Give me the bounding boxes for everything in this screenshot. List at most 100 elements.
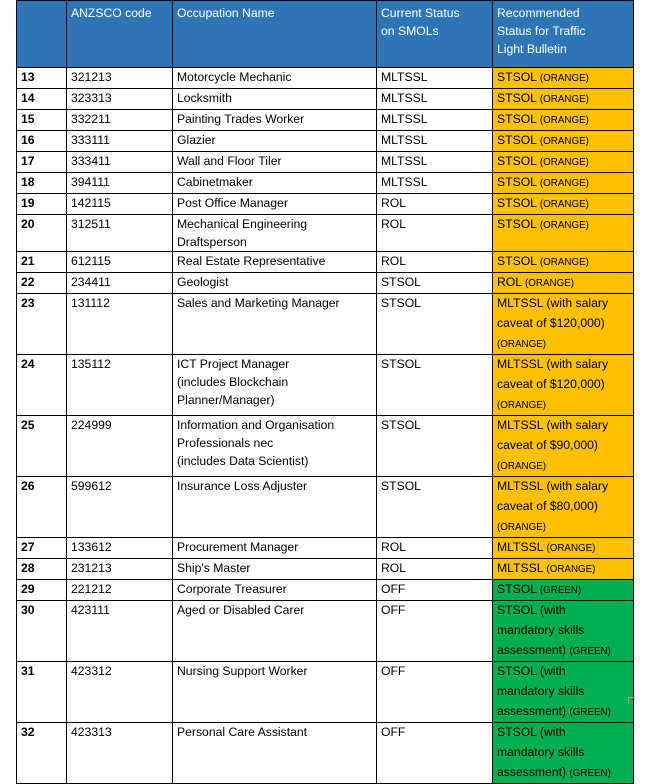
recommended-status-line: STSOL (with bbox=[497, 663, 629, 683]
table-row: 28 231213 Ship's Master ROL MLTSSL (ORANGE) bbox=[16, 558, 634, 580]
occupation-name-line: Procurement Manager bbox=[177, 540, 299, 554]
recommended-status-text: STSOL bbox=[497, 582, 540, 596]
recommended-status-line: mandatory skills bbox=[497, 682, 629, 702]
traffic-light-tag: (GREEN) bbox=[569, 768, 611, 779]
row-number: 17 bbox=[16, 151, 67, 173]
table-row: 31 423312 Nursing Support Worker OFF STSOL (… bbox=[16, 661, 634, 723]
occupation-name-line: Post Office Manager bbox=[177, 196, 288, 210]
occupation-name-cell: Wall and Floor Tiler bbox=[172, 151, 377, 173]
table-row: 20 312511 Mechanical Engineering Draftspers… bbox=[16, 214, 634, 252]
recommended-status-text: STSOL (with bbox=[497, 603, 566, 617]
anzsco-code-cell: 332211 bbox=[66, 109, 173, 131]
current-status-cell: MLTSSL bbox=[376, 109, 493, 131]
recommended-status-line: STSOL (ORANGE) bbox=[497, 216, 629, 236]
anzsco-code-cell: 224999 bbox=[66, 415, 173, 477]
row-number: 21 bbox=[16, 251, 67, 273]
page-corner-mark bbox=[628, 697, 635, 704]
occupation-name-cell: Sales and Marketing Manager bbox=[172, 293, 377, 355]
occupation-name-cell: Information and Organisation Professional… bbox=[172, 415, 377, 477]
current-status-cell: STSOL bbox=[376, 272, 493, 294]
table-header-row: ANZSCO code Occupation Name Current Stat… bbox=[16, 0, 634, 68]
recommended-status-text: STSOL bbox=[497, 133, 540, 147]
occupation-name-cell: Procurement Manager bbox=[172, 537, 377, 559]
traffic-light-tag: (ORANGE) bbox=[539, 73, 589, 84]
occupation-name-cell: Ship's Master bbox=[172, 558, 377, 580]
occupation-name-line: Motorcycle Mechanic bbox=[177, 70, 292, 84]
current-status-cell: ROL bbox=[376, 214, 493, 252]
occupation-name-line: Ship's Master bbox=[177, 561, 251, 575]
row-number: 15 bbox=[16, 109, 67, 131]
occupation-name-line: Draftsperson bbox=[177, 235, 247, 249]
recommended-status-cell: STSOL (ORANGE) bbox=[492, 67, 634, 89]
traffic-light-tag: (ORANGE) bbox=[539, 220, 589, 231]
traffic-light-tag: (ORANGE) bbox=[539, 115, 589, 126]
table-row: 29 221212 Corporate Treasurer OFF STSOL (GRE… bbox=[16, 579, 634, 601]
occupation-name-line: Geologist bbox=[177, 275, 229, 289]
traffic-light-tag: (ORANGE) bbox=[539, 136, 589, 147]
row-number: 27 bbox=[16, 537, 67, 559]
anzsco-code-cell: 599612 bbox=[66, 476, 173, 538]
occupation-table-container: ANZSCO code Occupation Name Current Stat… bbox=[16, 0, 634, 784]
recommended-status-line: STSOL (ORANGE) bbox=[497, 90, 629, 109]
recommended-status-cell: STSOL (ORANGE) bbox=[492, 214, 634, 252]
occupation-name-cell: Real Estate Representative bbox=[172, 251, 377, 273]
traffic-light-tag: (ORANGE) bbox=[546, 543, 596, 554]
table-row: 32 423313 Personal Care Assistant OFF STSOL … bbox=[16, 722, 634, 784]
table-row: 24 135112 ICT Project Manager (includes Blo… bbox=[16, 354, 634, 416]
row-number: 19 bbox=[16, 193, 67, 215]
recommended-status-cell: MLTSSL (with salary caveat of $90,000) (OR… bbox=[492, 415, 634, 477]
row-number: 20 bbox=[16, 214, 67, 252]
traffic-light-tag: (GREEN) bbox=[569, 646, 611, 657]
recommended-status-line: ROL (ORANGE) bbox=[497, 274, 629, 293]
recommended-status-text: caveat of $120,000) bbox=[497, 316, 605, 330]
occupation-name-cell: Geologist bbox=[172, 272, 377, 294]
recommended-status-line: caveat of $120,000) bbox=[497, 314, 629, 334]
row-number: 14 bbox=[16, 88, 67, 110]
recommended-status-line: assessment) (GREEN) bbox=[497, 702, 629, 722]
recommended-status-text: mandatory skills bbox=[497, 745, 585, 759]
occupation-name-line: Nursing Support Worker bbox=[177, 664, 308, 678]
anzsco-code-cell: 612115 bbox=[66, 251, 173, 273]
row-number: 29 bbox=[16, 579, 67, 601]
recommended-status-text: assessment) bbox=[497, 643, 570, 657]
occupation-name-line: Wall and Floor Tiler bbox=[177, 154, 282, 168]
table-row: 22 234411 Geologist STSOL ROL (ORANGE) bbox=[16, 272, 634, 294]
current-status-cell: MLTSSL bbox=[376, 130, 493, 152]
recommended-status-line: MLTSSL (with salary bbox=[497, 417, 629, 437]
row-number: 22 bbox=[16, 272, 67, 294]
row-number: 16 bbox=[16, 130, 67, 152]
current-status-cell: OFF bbox=[376, 579, 493, 601]
occupation-name-line: (includes Blockchain bbox=[177, 375, 289, 389]
recommended-status-cell: STSOL (with mandatory skills assessment) (… bbox=[492, 661, 634, 723]
recommended-status-cell: STSOL (ORANGE) bbox=[492, 193, 634, 215]
anzsco-code-cell: 221212 bbox=[66, 579, 173, 601]
current-status-cell: STSOL bbox=[376, 354, 493, 416]
occupation-name-cell: Motorcycle Mechanic bbox=[172, 67, 377, 89]
anzsco-code-cell: 142115 bbox=[66, 193, 173, 215]
recommended-status-cell: MLTSSL (with salary caveat of $120,000) (O… bbox=[492, 293, 634, 355]
occupation-name-line: Insurance Loss Adjuster bbox=[177, 479, 308, 493]
current-status-cell: MLTSSL bbox=[376, 88, 493, 110]
current-status-cell: MLTSSL bbox=[376, 67, 493, 89]
current-status-cell: OFF bbox=[376, 600, 493, 662]
occupation-table: ANZSCO code Occupation Name Current Stat… bbox=[16, 0, 634, 784]
table-row: 23 131112 Sales and Marketing Manager STSOL… bbox=[16, 293, 634, 355]
anzsco-code-cell: 321213 bbox=[66, 67, 173, 89]
traffic-light-tag: (ORANGE) bbox=[497, 461, 546, 472]
occupation-name-cell: Nursing Support Worker bbox=[172, 661, 377, 723]
traffic-light-tag: (ORANGE) bbox=[525, 278, 574, 289]
occupation-name-line: ICT Project Manager bbox=[177, 357, 290, 371]
recommended-status-text: mandatory skills bbox=[497, 623, 585, 637]
table-row: 15 332211 Painting Trades Worker MLTSSL STSO… bbox=[16, 109, 634, 131]
header-number bbox=[16, 0, 67, 68]
table-row: 25 224999 Information and Organisation Prof… bbox=[16, 415, 634, 477]
current-status-cell: MLTSSL bbox=[376, 151, 493, 173]
recommended-status-text: MLTSSL bbox=[497, 561, 547, 575]
occupation-name-cell: Post Office Manager bbox=[172, 193, 377, 215]
recommended-status-text: MLTSSL (with salary bbox=[497, 296, 609, 310]
occupation-name-line: Painting Trades Worker bbox=[177, 112, 305, 126]
occupation-name-line: Cabinetmaker bbox=[177, 175, 253, 189]
recommended-status-line: STSOL (with bbox=[497, 602, 629, 622]
occupation-name-line: Personal Care Assistant bbox=[177, 725, 308, 739]
recommended-status-line: caveat of $80,000) bbox=[497, 497, 629, 517]
